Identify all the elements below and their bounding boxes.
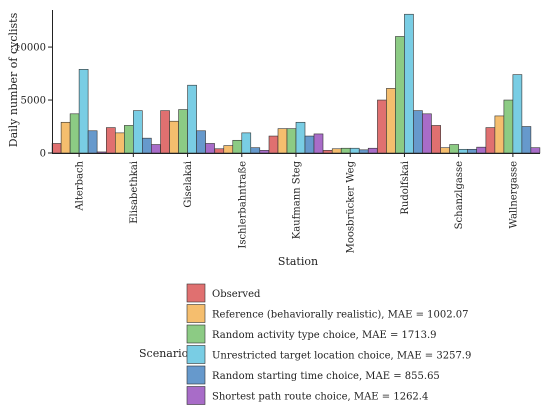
y-ticks-group: 0 5000 10000 xyxy=(14,43,52,160)
bar-4-4 xyxy=(304,135,315,154)
bar-6-4 xyxy=(413,110,423,154)
bar-0-4 xyxy=(87,130,98,154)
bar-0-0 xyxy=(51,143,62,154)
bar-4-5 xyxy=(313,133,324,154)
y-axis-title: Daily number of cyclists xyxy=(7,12,20,147)
x-tick-label: Wallnergasse xyxy=(508,161,519,229)
bar-8-5 xyxy=(530,147,541,154)
bar-3-3 xyxy=(241,132,252,154)
bar-5-0 xyxy=(322,150,333,154)
bar-6-5 xyxy=(422,113,432,154)
x-tick-label: Ischlerbahntraße xyxy=(237,161,248,249)
bar-8-1 xyxy=(494,115,505,154)
bar-1-5 xyxy=(151,144,161,154)
bar-5-3 xyxy=(349,147,360,154)
bar-0-2 xyxy=(69,113,80,154)
x-tick-label: Elisabethkai xyxy=(129,161,140,224)
x-tick-label: Alterbach xyxy=(75,160,86,211)
legend-title: Scenario xyxy=(139,347,189,360)
bar-0-5 xyxy=(96,151,107,154)
legend-label-4: Random starting time choice, MAE = 855.6… xyxy=(212,371,440,382)
x-tick-label: Giselakai xyxy=(183,161,194,208)
bar-8-3 xyxy=(512,74,523,154)
bar-4-2 xyxy=(286,128,297,154)
bar-2-5 xyxy=(205,143,215,154)
bar-5-4 xyxy=(358,149,369,154)
x-axis-title: Station xyxy=(278,255,318,268)
bar-7-1 xyxy=(440,147,450,154)
bar-1-2 xyxy=(124,125,134,154)
bar-6-3 xyxy=(404,13,414,154)
bar-1-3 xyxy=(133,110,143,154)
bar-2-2 xyxy=(178,109,188,154)
bar-7-5 xyxy=(476,146,486,154)
bar-0-3 xyxy=(78,69,89,154)
y-tick-label: 10000 xyxy=(14,43,46,54)
bar-8-4 xyxy=(521,126,532,154)
x-tick-label: Schanzlgasse xyxy=(454,161,465,229)
bar-7-2 xyxy=(449,144,459,154)
bar-3-2 xyxy=(232,139,243,154)
legend-label-0: Observed xyxy=(212,289,261,300)
bar-5-1 xyxy=(331,148,342,154)
bar-1-1 xyxy=(115,132,125,154)
bar-7-4 xyxy=(467,148,477,154)
legend-swatch-1 xyxy=(186,304,206,323)
y-tick-label: 0 xyxy=(40,149,46,160)
bar-8-0 xyxy=(485,127,496,154)
bar-4-3 xyxy=(295,121,306,154)
bar-4-0 xyxy=(268,135,279,154)
bar-2-3 xyxy=(187,84,197,154)
x-tick-label: Moosbrücker Weg xyxy=(346,160,357,253)
legend-swatch-0 xyxy=(186,283,206,303)
bar-8-2 xyxy=(503,99,514,154)
bar-0-1 xyxy=(60,121,71,154)
legend-label-5: Shortest path route choice, MAE = 1262.4 xyxy=(212,392,428,403)
bar-2-1 xyxy=(169,120,179,154)
bar-6-0 xyxy=(377,99,387,154)
bar-7-0 xyxy=(431,125,441,154)
bar-3-1 xyxy=(223,145,234,154)
bar-6-1 xyxy=(386,88,396,154)
bar-3-0 xyxy=(214,148,225,154)
x-tick-label: Rudolfskai xyxy=(400,161,411,215)
bar-5-5 xyxy=(367,147,378,154)
bar-3-4 xyxy=(250,147,261,154)
bar-7-3 xyxy=(458,148,468,154)
bar-6-2 xyxy=(395,36,405,154)
bar-2-0 xyxy=(160,110,170,154)
bar-5-2 xyxy=(340,147,351,154)
bars-group xyxy=(51,13,541,154)
legend-label-3: Unrestricted target location choice, MAE… xyxy=(212,351,471,362)
y-tick-label: 5000 xyxy=(21,96,46,107)
x-ticks-group: Alterbach Elisabethkai Giselakai Ischlerbah… xyxy=(75,153,519,253)
legend-swatch-4 xyxy=(186,365,206,385)
bar-1-0 xyxy=(106,127,116,154)
legend-label-2: Random activity type choice, MAE = 1713.… xyxy=(212,330,437,341)
x-tick-label: Kaufmann Steg xyxy=(292,160,303,239)
legend: Scenario Observed Reference (behaviorally… xyxy=(139,283,471,405)
legend-label-1: Reference (behaviorally realistic), MAE … xyxy=(212,310,468,321)
legend-swatch-5 xyxy=(186,386,206,405)
bar-3-5 xyxy=(259,150,270,154)
legend-swatch-2 xyxy=(186,324,206,344)
bar-1-4 xyxy=(142,137,152,154)
legend-swatch-3 xyxy=(186,345,206,364)
bar-4-1 xyxy=(277,128,288,154)
bar-2-4 xyxy=(196,130,206,154)
